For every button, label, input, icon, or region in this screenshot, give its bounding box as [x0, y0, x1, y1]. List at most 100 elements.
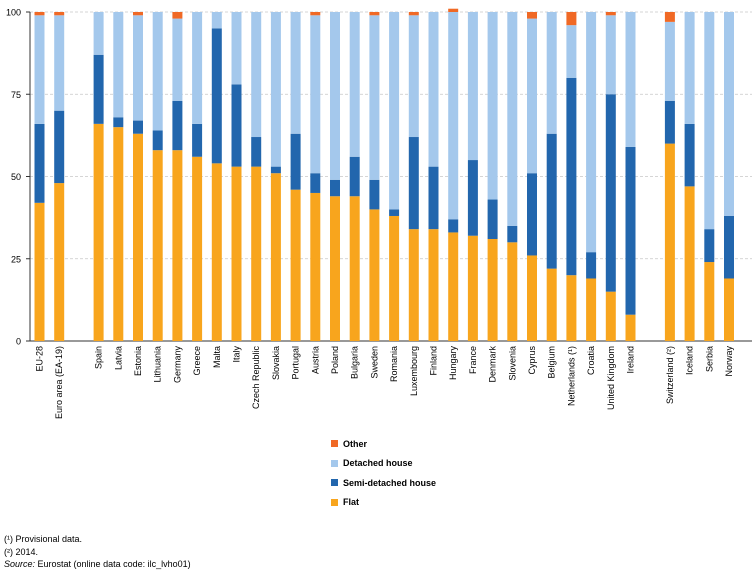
y-tick-label: 100: [6, 8, 21, 18]
x-tick-label: Greece: [192, 346, 202, 376]
bar-segment: [586, 12, 597, 253]
bar-segment: [625, 12, 636, 147]
bar-segment: [625, 314, 636, 341]
bar-segment: [408, 12, 419, 16]
bar-segment: [330, 179, 340, 197]
x-tick-label: Austria: [310, 346, 320, 374]
x-tick-label: Sweden: [369, 346, 379, 379]
x-tick-label: Lithuania: [153, 346, 163, 383]
bar-segment: [566, 12, 577, 26]
legend: Other Detached house Semi-detached house Fl…: [331, 434, 436, 512]
bar-segment: [389, 209, 400, 216]
x-tick-label: Bulgaria: [350, 346, 360, 379]
bar-segment: [605, 291, 616, 341]
x-tick-label: Euro area (EA-19): [54, 346, 64, 419]
bar-segment: [231, 166, 242, 341]
bar-segment: [34, 12, 45, 16]
bar-segment: [724, 215, 734, 279]
bar-segment: [231, 12, 242, 85]
bar-segment: [684, 186, 695, 341]
bar-segment: [487, 12, 498, 200]
bar-segment: [172, 150, 183, 341]
bar-segment: [428, 229, 439, 341]
bar-segment: [290, 12, 301, 134]
bar-segment: [133, 133, 143, 341]
bar-segment: [54, 183, 65, 341]
source-label: Source:: [4, 559, 36, 569]
bar-segment: [664, 21, 675, 101]
x-tick-label: Czech Republic: [251, 346, 261, 410]
bar-segment: [586, 278, 597, 341]
bar-segment: [704, 12, 715, 230]
y-tick-label: 0: [16, 337, 21, 347]
bar-segment: [467, 235, 478, 341]
bar-segment: [133, 120, 143, 134]
x-tick-label: Cyprus: [527, 346, 537, 375]
x-tick-label: Portugal: [291, 346, 301, 380]
bar-segment: [211, 28, 222, 164]
bar-segment: [369, 12, 380, 16]
bar-segment: [684, 123, 695, 187]
bar-segment: [428, 12, 439, 167]
x-tick-label: Spain: [94, 346, 104, 369]
bar-segment: [251, 12, 262, 138]
bar-segment: [211, 163, 222, 341]
bar-segment: [448, 8, 459, 12]
x-tick-label: Estonia: [133, 346, 143, 376]
bar-segment: [605, 12, 616, 16]
x-tick-label: United Kingdom: [606, 346, 616, 410]
bar-segment: [527, 173, 537, 256]
bar-segment: [724, 12, 734, 216]
bar-segment: [448, 219, 459, 233]
legend-swatch: [331, 479, 338, 487]
bar-segment: [389, 12, 400, 210]
bar-segment: [408, 15, 419, 138]
legend-item: Flat: [331, 493, 436, 513]
stacked-bar-chart: 0 25 50 75 100 EU-28 Euro area (EA-19) Spain Lat…: [6, 8, 752, 419]
bar-segment: [152, 150, 163, 341]
footnotes: (¹) Provisional data. (²) 2014. Source: …: [4, 533, 191, 571]
bar-segment: [625, 146, 636, 315]
source-text: Eurostat (online data code: ilc_lvho01): [35, 559, 191, 569]
bar-segment: [605, 94, 616, 292]
bar-segment: [113, 117, 124, 128]
y-tick-label: 50: [11, 172, 21, 182]
bar-segment: [192, 156, 203, 341]
legend-label: Detached house: [343, 458, 413, 469]
bar-segment: [507, 225, 518, 243]
bar-segment: [211, 12, 222, 29]
x-tick-label: Slovenia: [507, 346, 517, 381]
bar-segment: [408, 229, 419, 341]
x-tick-label: Croatia: [586, 346, 596, 375]
bar-segment: [172, 12, 183, 19]
bar-segment: [527, 18, 537, 174]
bar-segment: [133, 15, 143, 121]
bar-segment: [467, 12, 478, 161]
bar-segment: [290, 189, 301, 341]
bar-segment: [113, 127, 124, 342]
bar-segment: [566, 25, 577, 78]
x-tick-label: Norway: [724, 346, 734, 377]
bar-segment: [369, 179, 380, 210]
x-tick-label: Denmark: [488, 346, 498, 383]
bar-segment: [566, 77, 577, 276]
bar-segment: [251, 166, 262, 341]
bar-segment: [270, 166, 281, 174]
bar-segment: [310, 173, 321, 193]
bar-segment: [93, 54, 104, 124]
bar-segment: [192, 123, 203, 157]
bar-segment: [270, 173, 281, 341]
bar-segment: [251, 137, 262, 167]
bar-segment: [330, 196, 340, 341]
bar-segment: [566, 275, 577, 341]
bar-segment: [231, 84, 242, 167]
bar-segment: [507, 12, 518, 226]
legend-label: Semi-detached house: [343, 477, 437, 488]
bar-segment: [290, 133, 301, 190]
x-tick-label: Luxembourg: [409, 346, 419, 396]
bar-segment: [349, 196, 360, 341]
bar-segment: [133, 12, 143, 16]
bar-segment: [724, 278, 734, 341]
x-tick-label: Serbia: [704, 346, 714, 372]
bar-segment: [54, 15, 65, 111]
